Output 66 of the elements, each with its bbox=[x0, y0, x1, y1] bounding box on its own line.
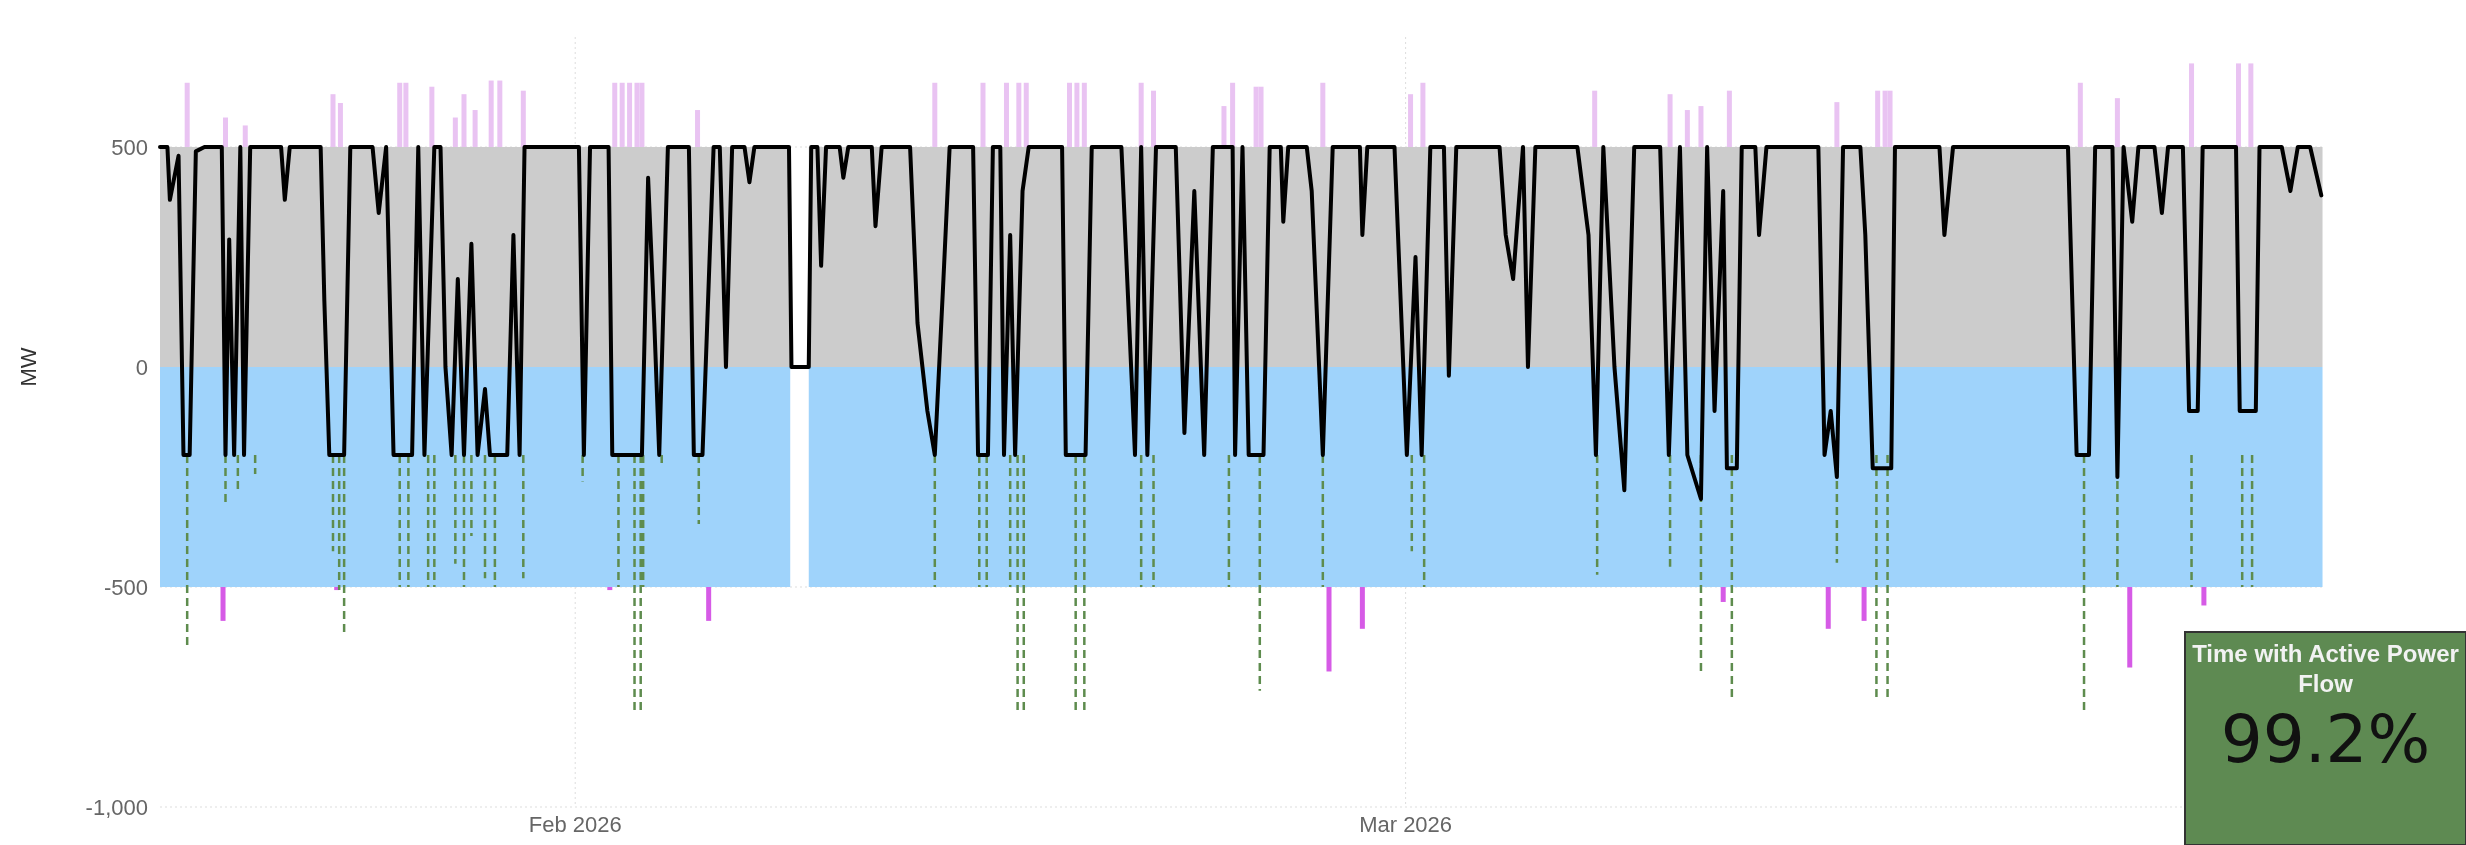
bar bbox=[1320, 82, 1326, 147]
text: Time with Active Power Flow bbox=[2192, 640, 2459, 697]
bar bbox=[497, 80, 503, 147]
bar bbox=[1825, 587, 1831, 629]
bar bbox=[1067, 82, 1072, 147]
y-tick-label: 500 bbox=[111, 134, 148, 160]
bar bbox=[472, 110, 478, 147]
bar bbox=[627, 82, 633, 147]
bar bbox=[634, 82, 640, 147]
bar bbox=[695, 110, 701, 147]
line-series bbox=[158, 145, 2324, 501]
bar bbox=[242, 125, 248, 147]
bar bbox=[1887, 90, 1893, 147]
bar bbox=[1698, 106, 1704, 147]
bar bbox=[607, 587, 613, 591]
bar bbox=[2201, 587, 2207, 606]
annotation: 99.2% bbox=[2220, 701, 2431, 778]
bar bbox=[619, 82, 625, 147]
bar bbox=[1720, 587, 1726, 602]
bar bbox=[429, 86, 435, 147]
bar bbox=[1326, 587, 1332, 672]
y-axis-title: MW bbox=[16, 347, 41, 387]
bar bbox=[1074, 82, 1080, 147]
bar bbox=[932, 82, 938, 147]
bar bbox=[1023, 82, 1029, 147]
bar bbox=[330, 94, 336, 147]
y-tick-label: -1,000 bbox=[85, 794, 148, 820]
bar bbox=[2114, 98, 2120, 147]
x-tick-label: Mar 2026 bbox=[1359, 812, 1453, 837]
bar bbox=[1726, 90, 1732, 147]
bar bbox=[488, 80, 494, 147]
bar bbox=[1592, 90, 1598, 147]
bar bbox=[461, 94, 467, 147]
bar bbox=[337, 103, 343, 147]
bar bbox=[1230, 82, 1236, 147]
bar bbox=[520, 90, 526, 147]
bar bbox=[1151, 90, 1157, 147]
bar bbox=[184, 82, 190, 147]
bar bbox=[706, 587, 712, 621]
bar bbox=[980, 82, 986, 147]
bar bbox=[1408, 94, 1414, 147]
bar bbox=[1834, 102, 1840, 147]
bar bbox=[1258, 86, 1264, 147]
bar bbox=[1359, 587, 1365, 629]
bar bbox=[1667, 94, 1673, 147]
bar bbox=[1875, 90, 1881, 147]
bar bbox=[1081, 82, 1087, 147]
y-tick-label: -500 bbox=[103, 574, 148, 600]
bar bbox=[220, 587, 226, 621]
bar bbox=[2236, 63, 2241, 147]
bar bbox=[2189, 63, 2195, 147]
bar bbox=[222, 117, 228, 147]
bar bbox=[1003, 82, 1009, 147]
bar bbox=[1221, 106, 1227, 147]
bar bbox=[1016, 82, 1022, 147]
y-tick-label: 0 bbox=[135, 354, 148, 380]
x-tick-label: Feb 2026 bbox=[528, 812, 622, 837]
bar bbox=[2127, 587, 2133, 668]
bar bbox=[612, 82, 618, 147]
bar bbox=[2077, 82, 2083, 147]
bar bbox=[1861, 587, 1867, 621]
bar bbox=[2248, 63, 2254, 147]
bar bbox=[1420, 82, 1426, 147]
bar bbox=[1138, 82, 1144, 147]
bar bbox=[452, 117, 458, 147]
bar bbox=[1684, 110, 1690, 147]
